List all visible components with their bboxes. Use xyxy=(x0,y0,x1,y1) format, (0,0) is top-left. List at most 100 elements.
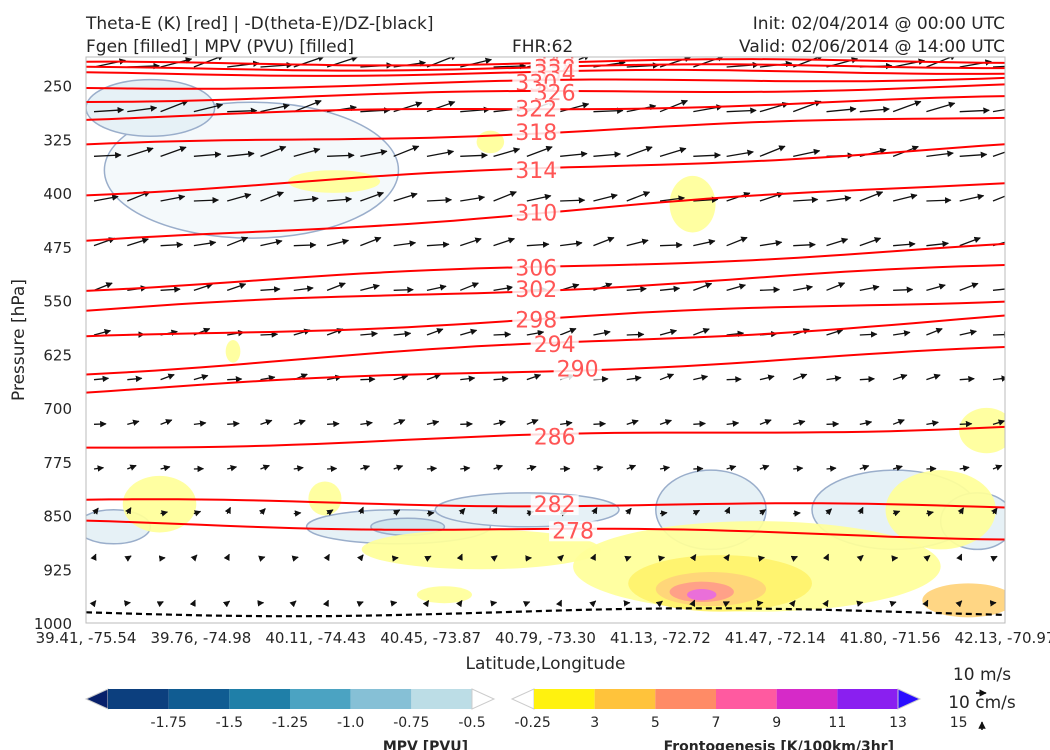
wind-vector xyxy=(793,196,819,204)
wind-vector xyxy=(227,192,252,202)
mpv-patch xyxy=(103,101,400,239)
wind-vector xyxy=(793,465,804,472)
wind-vector xyxy=(659,510,668,517)
wind-vector xyxy=(193,420,207,427)
theta-e-label-bg xyxy=(512,122,561,143)
wind-vector xyxy=(723,554,730,562)
wind-vector xyxy=(160,419,173,426)
y-tick-label: 625 xyxy=(43,346,72,364)
wind-vector xyxy=(360,376,376,383)
wind-vector xyxy=(659,419,672,426)
wind-vector xyxy=(660,241,683,249)
wind-vector xyxy=(193,197,220,204)
wind-vector xyxy=(127,464,137,471)
wind-vector xyxy=(93,282,113,291)
wind-vector xyxy=(859,106,890,113)
wind-vector xyxy=(326,282,346,291)
wind-vector xyxy=(992,151,1005,157)
wind-vector xyxy=(526,419,539,426)
wind-vector xyxy=(293,147,321,157)
mpv-colorbar-tick: -0.75 xyxy=(393,715,429,731)
wind-vector xyxy=(360,236,382,247)
wind-vector xyxy=(759,145,786,157)
wind-vector xyxy=(859,237,882,247)
theta-e-label: 294 xyxy=(534,333,576,358)
wind-vector xyxy=(227,107,258,115)
theta-e-label: 306 xyxy=(515,257,557,282)
wind-vector xyxy=(956,553,963,561)
theta-e-label: 298 xyxy=(515,308,557,333)
wind-vector xyxy=(360,330,378,338)
wind-vector xyxy=(560,197,586,204)
wind-vector xyxy=(189,599,196,607)
wind-vector xyxy=(258,555,266,562)
wind-vector xyxy=(160,194,186,202)
wind-vector xyxy=(391,555,399,562)
wind-vector xyxy=(793,510,801,517)
wind-vector xyxy=(990,555,998,562)
x-tick-label: 40.45, -73.87 xyxy=(380,629,481,647)
wind-vector xyxy=(426,196,453,204)
wind-vector xyxy=(227,376,243,383)
wind-vector xyxy=(490,600,498,607)
theta-e-label-bg xyxy=(512,99,561,120)
wind-vector xyxy=(758,555,765,562)
wind-vector xyxy=(926,327,943,336)
wind-vector xyxy=(826,328,844,336)
wind-vector xyxy=(559,327,577,336)
wind-vector xyxy=(926,197,952,204)
wind-vector xyxy=(426,149,455,157)
wind-vector xyxy=(959,329,977,336)
wind-vector xyxy=(959,420,973,428)
wind-vector xyxy=(992,108,1005,113)
wind-vector xyxy=(923,555,931,562)
vector-key-horizontal: 10 m/s xyxy=(953,665,1011,685)
wind-vector xyxy=(626,238,649,247)
wind-vector xyxy=(926,240,949,248)
wind-vector xyxy=(593,107,624,115)
wind-vector xyxy=(926,420,939,427)
wind-vector xyxy=(426,465,438,472)
wind-vector xyxy=(426,100,456,113)
wind-vector xyxy=(390,600,398,607)
x-tick-label: 39.76, -74.98 xyxy=(150,629,251,647)
fgen-patch xyxy=(122,475,197,533)
wind-vector xyxy=(227,465,238,472)
wind-vector xyxy=(393,464,404,471)
wind-vector xyxy=(322,599,329,607)
wind-vector xyxy=(460,152,488,159)
wind-vector xyxy=(793,284,814,292)
wind-vector xyxy=(356,601,364,608)
wind-vector xyxy=(826,195,852,202)
theta-e-label: 278 xyxy=(552,519,594,544)
wind-vector xyxy=(726,330,745,337)
wind-vector xyxy=(260,331,279,338)
y-tick-label: 550 xyxy=(43,293,72,311)
x-tick-label: 42.13, -70.97 xyxy=(955,629,1050,647)
wind-vector xyxy=(693,239,716,247)
wind-vector xyxy=(526,464,537,472)
wind-vector xyxy=(526,193,552,202)
fgen-patch xyxy=(959,407,1005,454)
wind-vector xyxy=(593,420,607,428)
wind-vector xyxy=(689,554,697,562)
wind-vector xyxy=(193,374,209,381)
theta-e-label-bg xyxy=(530,335,579,356)
theta-e-contour xyxy=(86,346,1005,394)
theta-e-label-bg xyxy=(512,203,561,224)
wind-vector xyxy=(227,150,255,158)
x-tick-label: 41.80, -71.56 xyxy=(840,629,941,647)
wind-vector xyxy=(959,151,988,159)
fgen-colorbar-tick: 9 xyxy=(772,715,781,731)
wind-vector xyxy=(127,419,140,426)
wind-vector xyxy=(693,327,710,336)
wind-vector xyxy=(859,419,873,427)
fgen-colorbar-label: Frontogenesis [K/100km/3hr] xyxy=(664,739,894,750)
wind-vector xyxy=(759,286,781,294)
fgen-colorbar-tick: 15 xyxy=(950,715,968,731)
theta-e-label-bg xyxy=(553,359,602,380)
wind-vector xyxy=(893,286,914,294)
wind-vector xyxy=(859,375,875,383)
wind-vector xyxy=(260,464,270,471)
wind-vector xyxy=(826,465,837,472)
